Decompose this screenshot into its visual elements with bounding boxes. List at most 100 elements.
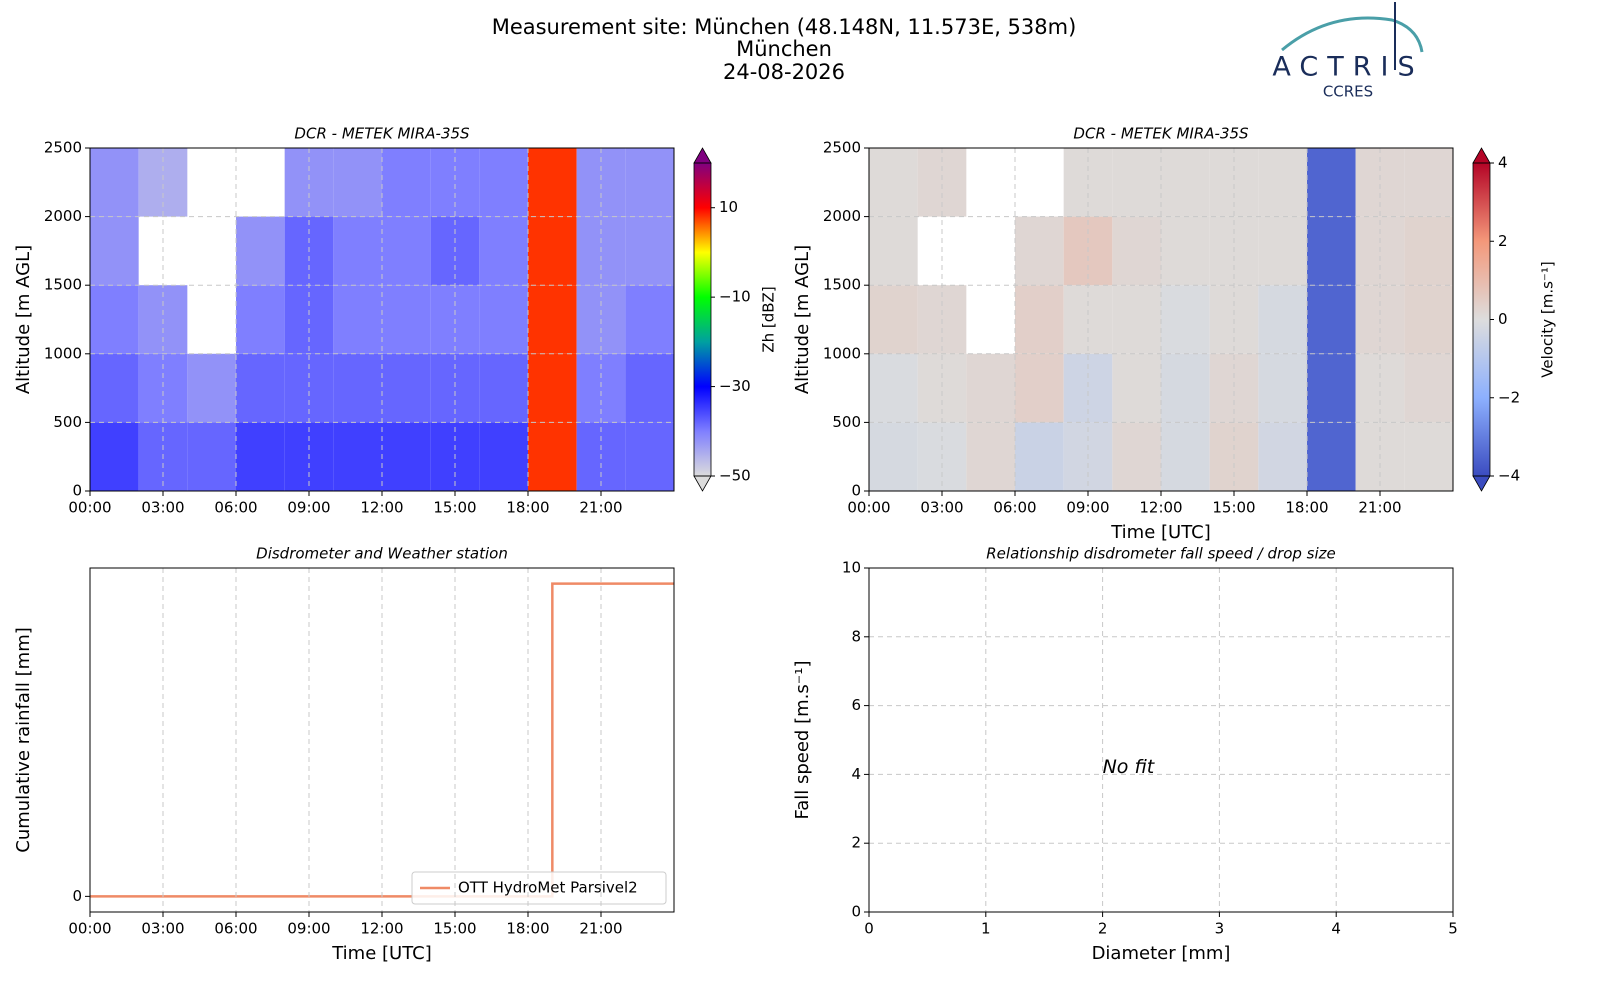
plot-frame <box>868 567 1454 913</box>
heatmap-cell <box>90 422 139 491</box>
heatmap-cell <box>236 422 285 491</box>
colorbar <box>1473 163 1490 476</box>
y-tick-label: 2 <box>851 834 861 852</box>
x-tick-label: 21:00 <box>579 499 622 517</box>
plot-area <box>869 568 1453 912</box>
colorbar-extend <box>693 147 712 164</box>
x-tick-label: 03:00 <box>141 499 184 517</box>
heatmap-cell <box>1307 422 1356 491</box>
x-axis-label: Diameter [mm] <box>1092 943 1231 964</box>
heatmap-cell <box>1258 353 1307 423</box>
y-tick-label: 10 <box>842 559 861 577</box>
x-tick-label: 03:00 <box>920 499 963 517</box>
header-line: 24-08-2026 <box>723 60 845 84</box>
heatmap-cell <box>1404 422 1453 491</box>
y-tick-label: 0 <box>851 482 861 500</box>
heatmap-cell <box>625 422 674 491</box>
heatmap-cell <box>236 216 285 286</box>
logo-name: ACTRIS <box>1272 52 1423 83</box>
x-tick-label: 18:00 <box>506 499 549 517</box>
panel-title: DCR - METEK MIRA-35S <box>1073 125 1249 143</box>
x-tick-label: 12:00 <box>360 920 403 938</box>
panel-title: Disdrometer and Weather station <box>256 545 508 563</box>
heatmap-cell <box>1258 422 1307 491</box>
y-axis-label: Cumulative rainfall [mm] <box>13 627 34 853</box>
heatmap-cell <box>869 353 918 423</box>
y-tick-label: 2500 <box>823 139 861 157</box>
heatmap-cell <box>528 216 577 286</box>
x-tick-label: 2 <box>1098 920 1108 938</box>
panel-title: DCR - METEK MIRA-35S <box>294 125 470 143</box>
colorbar-tick-label: 2 <box>1498 232 1508 250</box>
heatmap-cell <box>528 353 577 423</box>
x-tick-label: 15:00 <box>433 499 476 517</box>
heatmap-cell <box>1161 285 1210 354</box>
heatmap-cell <box>1112 422 1161 491</box>
colorbar <box>694 163 711 476</box>
heatmap-cell <box>382 216 431 286</box>
x-axis-label: Time [UTC] <box>1110 522 1211 543</box>
heatmap-cell <box>1258 216 1307 286</box>
heatmap-cell <box>479 353 528 423</box>
heatmap-cell <box>1307 148 1356 217</box>
x-tick-label: 3 <box>1215 920 1225 938</box>
y-axis-label: Altitude [m AGL] <box>792 245 813 394</box>
heatmap-cell <box>625 353 674 423</box>
heatmap-cell <box>382 422 431 491</box>
x-tick-label: 0 <box>864 920 874 938</box>
heatmap-cell <box>1307 353 1356 423</box>
heatmap-cell <box>528 422 577 491</box>
x-tick-label: 09:00 <box>1066 499 1109 517</box>
logo-subtitle: CCRES <box>1323 83 1373 101</box>
y-tick-label: 1000 <box>823 344 861 362</box>
x-tick-label: 1 <box>981 920 991 938</box>
x-tick-label: 21:00 <box>1358 499 1401 517</box>
heatmap-cell <box>869 285 918 354</box>
colorbar-extend <box>1472 475 1491 492</box>
heatmap-cell <box>1112 216 1161 286</box>
heatmap-cell <box>1161 353 1210 423</box>
heatmap-cell <box>1258 148 1307 217</box>
heatmap-cell <box>479 422 528 491</box>
colorbar-tick-label: −50 <box>719 467 751 485</box>
heatmap-cell <box>1112 353 1161 423</box>
heatmap-cell <box>1404 148 1453 217</box>
series-line <box>90 582 674 898</box>
panel-title: Relationship disdrometer fall speed / dr… <box>986 545 1336 563</box>
y-tick-label: 2500 <box>44 139 82 157</box>
colorbar-tick-label: −2 <box>1498 388 1520 406</box>
colorbar-tick-label: 0 <box>1498 310 1508 328</box>
y-tick-label: 1500 <box>44 276 82 294</box>
heatmap-cell <box>90 148 139 217</box>
y-tick-label: 500 <box>832 413 861 431</box>
y-axis-label: Fall speed [m.s⁻¹] <box>792 661 813 820</box>
plot-frame <box>89 147 675 492</box>
header-line: München <box>736 37 832 61</box>
heatmap-cell <box>187 422 236 491</box>
colorbar-label: Zh [dBZ] <box>760 286 778 352</box>
heatmap-cell <box>625 216 674 286</box>
x-tick-label: 00:00 <box>68 920 111 938</box>
heatmap-cell <box>479 285 528 354</box>
y-tick-label: 6 <box>851 696 861 714</box>
heatmap-cell <box>236 353 285 423</box>
x-tick-label: 00:00 <box>68 499 111 517</box>
x-tick-label: 06:00 <box>214 920 257 938</box>
colorbar-tick-label: 4 <box>1498 154 1508 172</box>
heatmap-cell <box>966 422 1015 491</box>
heatmap-cell <box>528 285 577 354</box>
heatmap-cell <box>869 422 918 491</box>
legend <box>411 871 667 905</box>
heatmap-cell <box>236 285 285 354</box>
colorbar-tick-label: −30 <box>719 377 751 395</box>
heatmap-cell <box>528 148 577 217</box>
y-tick-label: 0 <box>72 482 82 500</box>
heatmap-cell <box>333 422 382 491</box>
heatmap-cell <box>1161 216 1210 286</box>
heatmap-cell <box>1258 285 1307 354</box>
colorbar-tick-label: −10 <box>719 288 751 306</box>
x-tick-label: 18:00 <box>1285 499 1328 517</box>
y-tick-label: 2000 <box>823 207 861 225</box>
heatmap-cell <box>625 285 674 354</box>
y-tick-label: 2000 <box>44 207 82 225</box>
